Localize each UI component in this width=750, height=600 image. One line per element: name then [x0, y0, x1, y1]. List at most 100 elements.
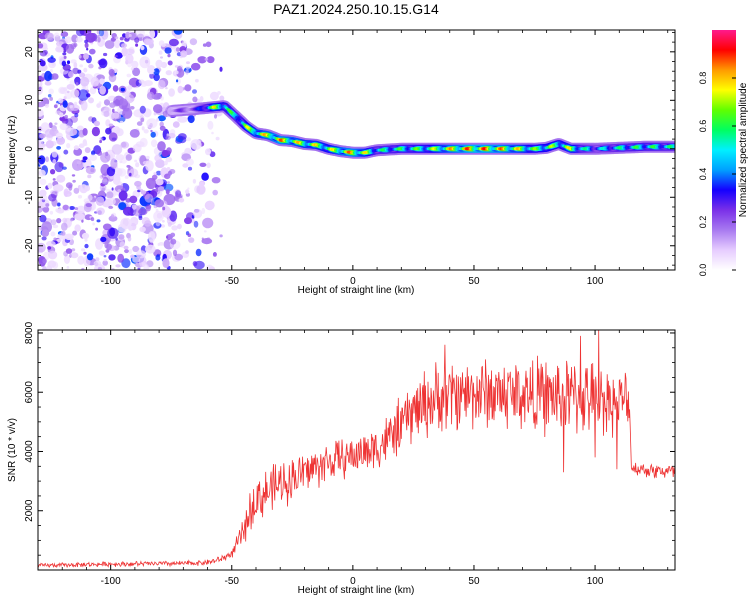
noise-speck [49, 96, 53, 101]
noise-speck [125, 53, 134, 64]
noise-speck [145, 204, 151, 212]
noise-speck [212, 189, 218, 196]
noise-speck [177, 116, 188, 123]
noise-speck [114, 185, 125, 193]
noise-speck [126, 165, 131, 168]
noise-speck [120, 87, 126, 92]
noise-speck [168, 38, 179, 47]
noise-speck [95, 196, 105, 207]
noise-speck [76, 205, 86, 214]
noise-speck [102, 260, 108, 266]
noise-speck [154, 154, 162, 162]
colorbar-tick-label: 0.0 [698, 264, 708, 277]
noise-speck [65, 248, 73, 254]
noise-speck [162, 258, 170, 268]
noise-speck [94, 262, 99, 267]
noise-speck [109, 197, 116, 206]
noise-speck [70, 218, 74, 222]
noise-speck [39, 214, 47, 223]
noise-speck [132, 256, 141, 263]
noise-speck [38, 101, 45, 108]
noise-speck [51, 73, 59, 80]
noise-speck [112, 108, 115, 113]
noise-speck [66, 60, 71, 65]
noise-speck [117, 168, 127, 177]
noise-speck [160, 56, 163, 59]
noise-speck [139, 226, 146, 233]
noise-speck [135, 30, 146, 38]
noise-speck [201, 207, 206, 215]
noise-speck [50, 219, 57, 226]
noise-speck [162, 106, 166, 112]
noise-speck [145, 244, 156, 254]
noise-speckles [38, 30, 225, 270]
noise-speck [105, 191, 114, 199]
noise-speck [172, 249, 178, 256]
noise-speck [38, 155, 46, 165]
noise-speck [145, 160, 154, 172]
noise-speck [73, 187, 80, 194]
noise-speck [73, 42, 78, 48]
spectrogram-x-ticks: -100 -50 0 50 100 [37, 30, 669, 287]
noise-speck [44, 128, 55, 138]
noise-speck [108, 132, 118, 142]
noise-speck [71, 248, 76, 252]
noise-speck [163, 183, 174, 192]
noise-speck [91, 126, 100, 137]
noise-speck [46, 32, 55, 41]
noise-speck [175, 47, 180, 52]
noise-speck [129, 172, 132, 177]
noise-speck [184, 217, 192, 225]
snr-x-ticks: -100 -50 0 50 100 [37, 330, 669, 587]
noise-speck [206, 237, 211, 241]
noise-speck [48, 122, 53, 129]
noise-speck [212, 252, 217, 257]
snr-series-line [38, 330, 675, 569]
noise-speck [138, 79, 145, 84]
noise-speck [38, 140, 44, 149]
noise-speck [111, 187, 114, 191]
noise-speck [149, 123, 153, 128]
noise-speck [102, 223, 112, 231]
noise-speck [72, 179, 76, 183]
noise-speck [155, 59, 163, 68]
noise-speck [185, 137, 192, 142]
y-tick-label: 6000 [24, 381, 35, 404]
noise-speck [124, 249, 129, 254]
noise-speck [109, 112, 115, 120]
noise-speck [129, 195, 138, 204]
noise-speck [138, 247, 142, 251]
noise-speck [54, 122, 58, 125]
noise-speck [62, 166, 67, 170]
noise-speck [184, 84, 192, 92]
noise-speck [72, 230, 78, 236]
noise-speck [207, 120, 214, 130]
noise-speck [41, 236, 47, 241]
noise-speck [138, 208, 148, 216]
noise-speck [117, 189, 122, 193]
noise-speck [118, 234, 125, 240]
noise-speck [63, 254, 71, 264]
noise-speck [129, 129, 140, 138]
noise-speck [162, 220, 165, 223]
noise-speck [65, 43, 75, 54]
noise-speck [61, 222, 68, 231]
noise-speck [193, 208, 203, 219]
noise-speck [105, 188, 110, 192]
noise-speck [48, 250, 58, 260]
colorbar-label: Normalized spectral amplitude [738, 82, 749, 217]
noise-speck [52, 224, 59, 229]
noise-speck [69, 105, 73, 109]
noise-speck [38, 63, 48, 72]
noise-speck [156, 118, 160, 122]
noise-speck [46, 240, 56, 247]
noise-speck [98, 250, 105, 256]
noise-speck [187, 115, 195, 124]
noise-speck [126, 73, 132, 78]
noise-speck [72, 67, 79, 75]
noise-speck [95, 257, 100, 262]
noise-speck [159, 121, 164, 128]
noise-speck [85, 32, 96, 43]
noise-speck [79, 72, 86, 78]
